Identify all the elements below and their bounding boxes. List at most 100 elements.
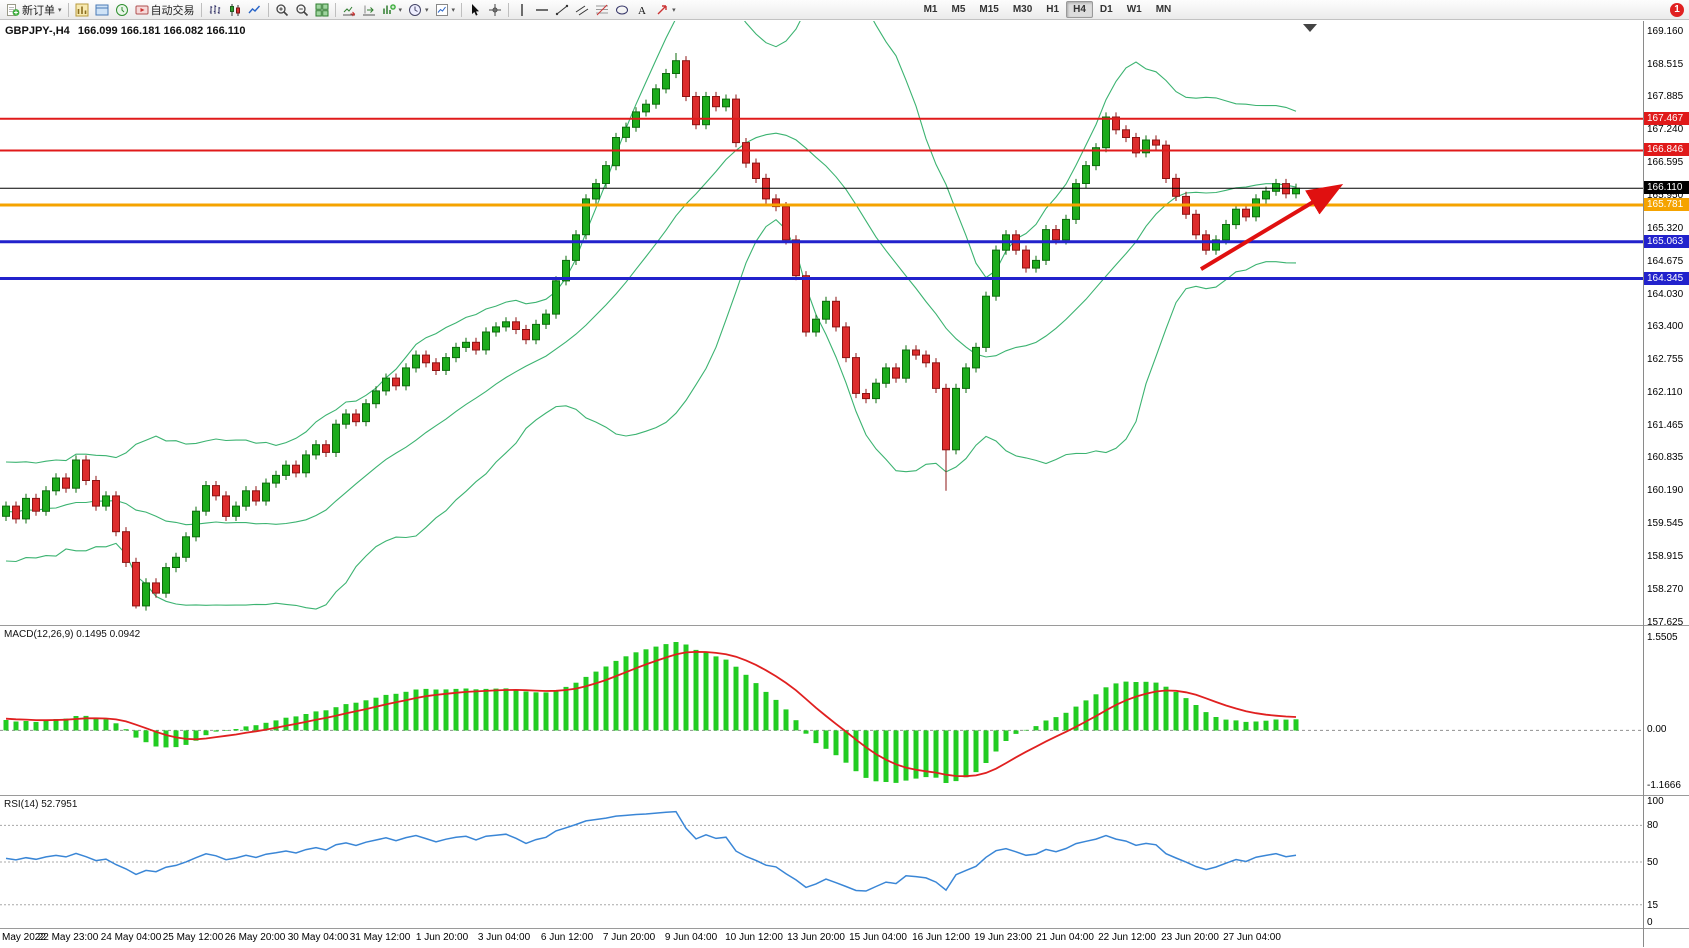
crosshair-button[interactable]	[485, 1, 505, 19]
price-chart-panel[interactable]: GBPJPY-,H4 166.099 166.181 166.082 166.1…	[0, 21, 1689, 625]
zoom-in-icon	[275, 3, 289, 17]
trendline-button[interactable]	[552, 1, 572, 19]
toolbar-separator	[334, 2, 336, 17]
shapes-button[interactable]	[612, 1, 632, 19]
price-axis[interactable]: 169.160 168.515 167.885 167.240 166.595 165.9…	[1644, 21, 1689, 625]
trendline-icon	[555, 3, 569, 17]
price-level-label: 166.110	[1644, 181, 1689, 194]
tile-windows-button[interactable]	[312, 1, 332, 19]
fibonacci-button[interactable]	[592, 1, 612, 19]
timeframe-h4[interactable]: H4	[1066, 1, 1093, 18]
cursor-button[interactable]	[465, 1, 485, 19]
time-axis-label: 10 Jun 12:00	[725, 932, 783, 943]
rsi-axis-label: 50	[1647, 857, 1659, 868]
dropdown-caret: ▾	[398, 6, 403, 14]
price-level-label: 165.063	[1644, 235, 1689, 248]
timeframe-m30[interactable]: M30	[1012, 4, 1033, 15]
chart-shift-button[interactable]	[359, 1, 379, 19]
candlestick-button[interactable]	[225, 1, 245, 19]
templates-button[interactable]: ▾	[432, 1, 459, 19]
rsi-label: RSI(14) 52.7951	[4, 799, 78, 810]
zoom-in-button[interactable]	[272, 1, 292, 19]
price-level-label: 165.781	[1644, 198, 1689, 211]
macd-axis-label: 0.00	[1647, 724, 1667, 735]
vertical-line-button[interactable]	[512, 1, 532, 19]
profile-button[interactable]	[92, 1, 112, 19]
zoom-out-button[interactable]	[292, 1, 312, 19]
toolbar: 新订单 ▾ 自动交易 ▾ ▾ ▾ A ▾ M1 M5 M15 M30 H1 H4 D1 W1 MN 1	[0, 0, 1689, 20]
line-chart-button[interactable]	[245, 1, 265, 19]
autotrading-icon	[135, 3, 149, 17]
timeframe-m5[interactable]: M5	[951, 4, 966, 15]
search-icon[interactable]	[1659, 1, 1665, 19]
macd-axis-label: -1.1666	[1647, 780, 1681, 791]
time-axis-label: May 2022	[2, 932, 46, 943]
chart-shift-icon	[362, 3, 376, 17]
horizontal-line-button[interactable]	[532, 1, 552, 19]
zoom-out-icon	[295, 3, 309, 17]
rsi-panel[interactable]: RSI(14) 52.7951 100 80 50 15 0	[0, 795, 1689, 928]
new-order-button[interactable]: 新订单 ▾	[3, 1, 65, 19]
rsi-canvas[interactable]	[0, 796, 1643, 928]
time-axis-label: 27 Jun 04:00	[1223, 932, 1281, 943]
time-axis-label: 22 Jun 12:00	[1098, 932, 1156, 943]
indicators-button[interactable]: ▾	[379, 1, 406, 19]
periods-button[interactable]: ▾	[405, 1, 432, 19]
time-axis[interactable]: May 2022 22 May 23:00 24 May 04:00 25 May 1…	[0, 928, 1689, 948]
timeframe-m15[interactable]: M15	[979, 4, 999, 15]
price-levels-layer[interactable]	[0, 117, 1643, 280]
price-tick-label: 168.515	[1647, 59, 1684, 70]
alerts-button[interactable]	[112, 1, 132, 19]
symbol-period-label: GBPJPY-,H4	[5, 25, 70, 37]
tile-windows-icon	[315, 3, 329, 17]
time-axis-label: 7 Jun 20:00	[602, 932, 656, 943]
macd-panel[interactable]: MACD(12,26,9) 0.1495 0.0942 1.5505 0.00 -1…	[0, 625, 1689, 795]
time-axis-label: 16 Jun 12:00	[912, 932, 970, 943]
charts-button[interactable]	[72, 1, 92, 19]
macd-canvas[interactable]	[0, 626, 1643, 795]
arrows-button[interactable]: ▾	[652, 1, 679, 19]
price-tick-label: 169.160	[1647, 26, 1684, 37]
toolbar-separator	[67, 2, 69, 17]
bar-chart-button[interactable]	[205, 1, 225, 19]
rsi-axis-label: 100	[1647, 796, 1664, 807]
autotrading-button[interactable]: 自动交易	[132, 1, 198, 19]
profile-icon	[95, 3, 109, 17]
timeframe-mn[interactable]: MN	[1155, 4, 1172, 15]
new-order-label: 新订单	[22, 4, 55, 17]
timeframe-h1[interactable]: H1	[1046, 4, 1060, 15]
alerts-icon	[115, 3, 129, 17]
price-tick-label: 166.595	[1647, 157, 1684, 168]
price-level-label: 167.467	[1644, 112, 1689, 125]
chart-shift-marker[interactable]	[1303, 24, 1317, 32]
equidistant-channel-button[interactable]	[572, 1, 592, 19]
trend-arrow[interactable]	[1199, 184, 1344, 271]
time-axis-label: 6 Jun 12:00	[540, 932, 594, 943]
indicators-icon	[382, 3, 396, 17]
candlestick-icon	[228, 3, 242, 17]
notification-badge[interactable]: 1	[1670, 2, 1684, 17]
toolbar-buttons: 新订单 ▾ 自动交易 ▾ ▾ ▾ A ▾	[3, 1, 679, 19]
new-order-icon	[6, 3, 20, 17]
svg-text:A: A	[638, 5, 646, 17]
price-tick-label: 157.625	[1647, 617, 1684, 625]
chart-workspace: GBPJPY-,H4 166.099 166.181 166.082 166.1…	[0, 21, 1689, 948]
price-chart-canvas[interactable]	[0, 21, 1643, 625]
time-axis-label: 19 Jun 23:00	[974, 932, 1032, 943]
text-button[interactable]: A	[632, 1, 652, 19]
toolbar-separator	[267, 2, 269, 17]
timeframe-d1[interactable]: D1	[1099, 4, 1113, 15]
rsi-axis: 100 80 50 15 0	[1644, 796, 1689, 928]
charts-icon	[75, 3, 89, 17]
line-chart-icon	[247, 3, 262, 17]
ohlc-values-label: 166.099 166.181 166.082 166.110	[77, 25, 246, 37]
horizontal-line-icon	[535, 3, 549, 17]
timeframe-group: M1 M5 M15 M30 H1 H4 D1 W1 MN	[917, 1, 1179, 18]
crosshair-icon	[488, 3, 502, 17]
auto-scroll-button[interactable]	[339, 1, 359, 19]
timeframe-m1[interactable]: M1	[923, 4, 938, 15]
timeframe-w1[interactable]: W1	[1126, 4, 1142, 15]
price-tick-label: 159.545	[1647, 518, 1684, 529]
templates-icon	[435, 3, 449, 17]
price-tick-label: 164.675	[1647, 256, 1684, 267]
